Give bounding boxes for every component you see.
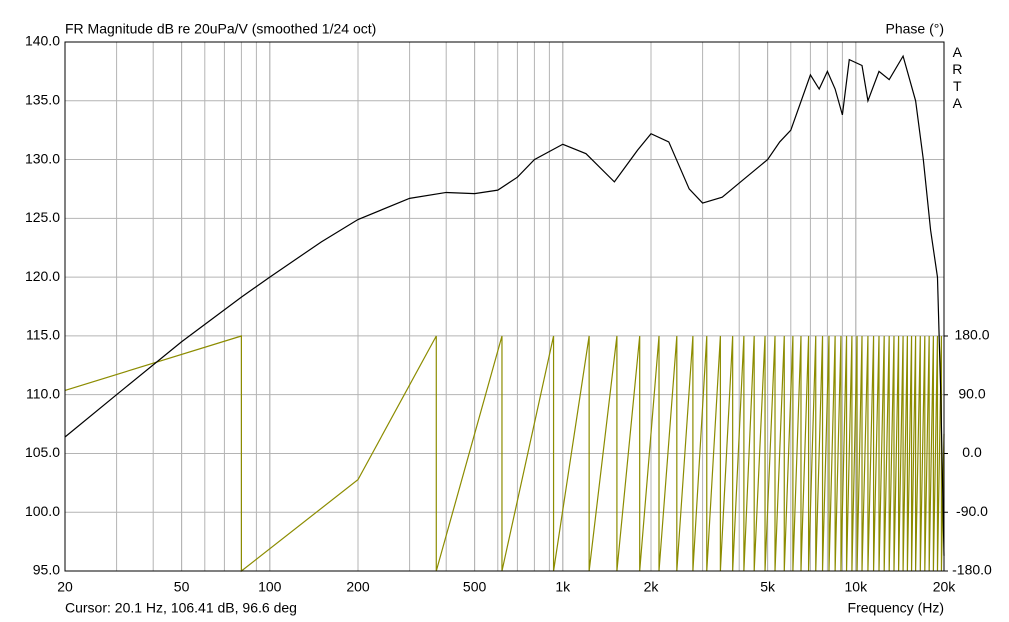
- x-tick-label: 20: [57, 579, 73, 595]
- y-tick-label: 130.0: [25, 150, 60, 166]
- y-tick-label: 100.0: [25, 503, 60, 519]
- x-tick-label: 2k: [644, 579, 660, 595]
- x-tick-label: 5k: [760, 579, 776, 595]
- y-tick-label: 110.0: [26, 385, 60, 401]
- y-tick-label: 95.0: [33, 562, 60, 578]
- series-line: [64, 335, 945, 573]
- y2-tick-label: -180.0: [952, 562, 992, 578]
- y2-axis-label: Phase (°): [885, 21, 944, 37]
- plot-frame: [64, 41, 945, 572]
- y2-tick-label: -90.0: [956, 503, 988, 519]
- y2-tick-label: 90.0: [958, 385, 985, 401]
- x-tick-label: 200: [346, 579, 370, 595]
- brand: ARTA: [949, 44, 965, 112]
- y-tick-label: 125.0: [25, 209, 60, 225]
- x-tick-label: 20k: [933, 579, 957, 595]
- y2-tick-label: 0.0: [962, 444, 982, 460]
- x-tick-label: 500: [463, 579, 487, 595]
- y-tick-label: 105.0: [25, 444, 60, 460]
- series-line: [64, 54, 945, 556]
- x-axis-label: Frequency (Hz): [848, 600, 944, 616]
- x-tick-label: 10k: [845, 579, 869, 595]
- x-tick-label: 1k: [555, 579, 571, 595]
- cursor-readout: Cursor: 20.1 Hz, 106.41 dB, 96.6 deg: [65, 600, 297, 616]
- y-tick-label: 120.0: [25, 268, 60, 284]
- y-tick-label: 135.0: [25, 91, 60, 107]
- y2-tick-label: 180.0: [954, 327, 989, 343]
- y-tick-label: 140.0: [25, 33, 60, 49]
- x-tick-label: 100: [258, 579, 282, 595]
- y-tick-label: 115.0: [26, 327, 60, 343]
- chart-title: FR Magnitude dB re 20uPa/V (smoothed 1/2…: [65, 21, 376, 37]
- x-tick-label: 50: [174, 579, 190, 595]
